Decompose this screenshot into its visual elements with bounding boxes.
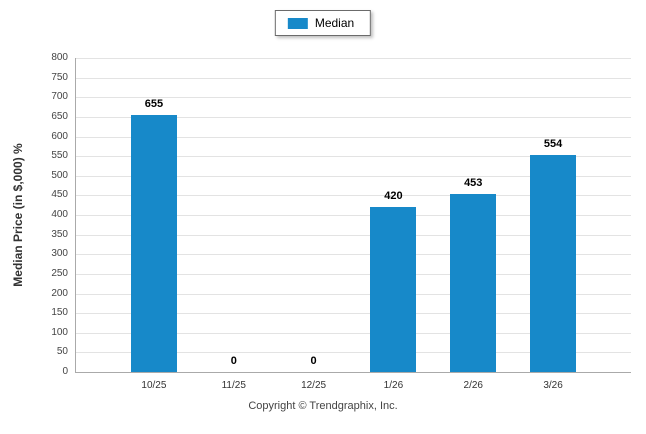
y-tick-label: 500 (51, 169, 68, 181)
bar-1-26 (370, 207, 417, 372)
legend-label: Median (314, 16, 355, 30)
gridline (76, 234, 631, 236)
gridline (76, 175, 631, 177)
x-tick-label: 10/25 (141, 380, 167, 391)
bar-value-label: 0 (230, 355, 237, 367)
gridline (76, 77, 631, 79)
y-tick-label: 350 (51, 228, 68, 240)
gridline (76, 156, 631, 158)
gridline (76, 97, 631, 99)
y-tick-label: 100 (51, 326, 68, 338)
y-tick-label: 250 (51, 267, 68, 279)
x-tick-label: 3/26 (543, 380, 563, 391)
bar-value-label: 453 (464, 177, 483, 190)
y-tick-label: 600 (51, 130, 68, 142)
y-tick-label: 800 (51, 52, 68, 63)
bar-3-26 (530, 154, 577, 372)
y-tick-label: 50 (56, 346, 68, 358)
gridline (76, 352, 631, 354)
bar-value-label: 420 (384, 190, 403, 203)
gridline (76, 215, 631, 216)
bar-2-26 (450, 194, 497, 372)
bar-10-25 (130, 114, 177, 372)
gridline (76, 293, 631, 295)
y-tick-label: 650 (51, 110, 68, 122)
y-tick-label: 400 (51, 209, 68, 220)
gridline (76, 332, 631, 334)
bar-value-label: 0 (310, 355, 317, 367)
legend: Median (274, 10, 372, 36)
y-tick-label: 150 (51, 307, 68, 319)
y-axis-tick-labels: 0 50 100 150 200 250 300 350 400 450 500 550 600 650 7… (0, 53, 68, 377)
y-tick-label: 300 (51, 248, 68, 260)
y-tick-label: 750 (51, 71, 68, 83)
gridline (76, 58, 631, 59)
y-tick-label: 0 (62, 366, 68, 377)
y-tick-label: 700 (51, 91, 68, 103)
x-tick-label: 2/26 (463, 380, 483, 391)
x-tick-label: 1/26 (383, 380, 404, 391)
gridline (76, 313, 631, 315)
gridline (76, 116, 631, 118)
x-tick-label: 12/25 (301, 380, 327, 391)
y-tick-label: 200 (51, 287, 68, 299)
gridline (76, 195, 631, 197)
plot-area: 655 10/25 0 11/25 0 12/25 420 1/26 453 2/26 554 3/2… (75, 58, 631, 391)
gridline (76, 136, 631, 138)
bar-value-label: 655 (144, 97, 164, 110)
gridline (76, 254, 631, 256)
x-tick-label: 11/25 (221, 380, 246, 391)
y-tick-label: 450 (51, 189, 68, 201)
gridline (76, 273, 631, 275)
bar-value-label: 554 (543, 137, 563, 150)
footer-copyright: Copyright © Trendgraphix, Inc. (248, 400, 398, 412)
legend-swatch-median (287, 17, 308, 29)
y-tick-label: 550 (51, 150, 68, 162)
